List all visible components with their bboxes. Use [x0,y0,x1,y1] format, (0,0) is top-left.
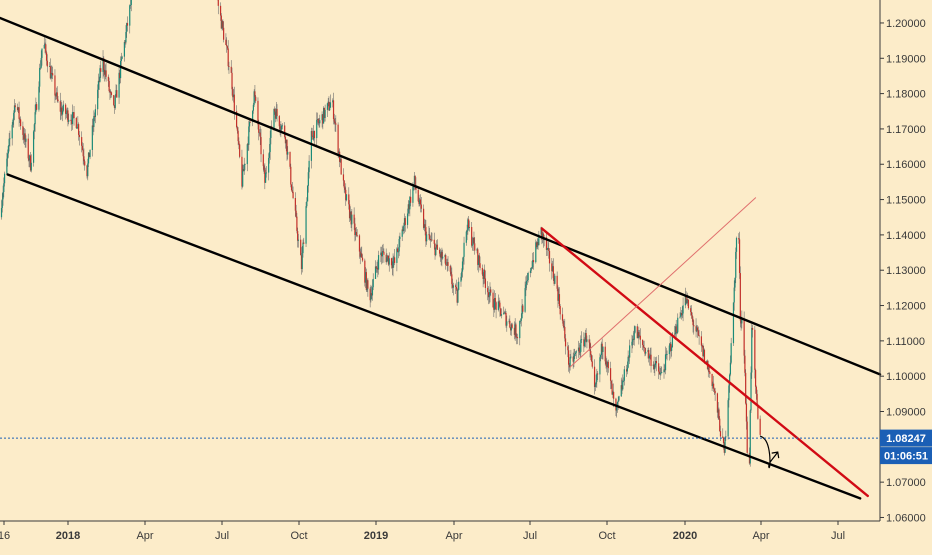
time-tick-label: 2018 [56,530,80,542]
candle [718,408,719,420]
price-tick-label: 1.10000 [886,371,926,383]
candle [305,202,306,247]
candle [724,437,725,454]
candle [239,144,240,159]
time-tick-label: Oct [598,530,615,542]
candle [307,185,308,202]
price-tick-label: 1.06000 [886,512,926,524]
candle [747,416,748,455]
candle [745,369,746,404]
price-tick-label: 1.12000 [886,301,926,313]
time-tick-label: 16 [0,530,10,542]
price-tick-label: 1.18000 [886,89,926,101]
price-tick-label: 1.13000 [886,265,926,277]
candle [113,95,114,106]
price-tick-label: 1.19000 [886,53,926,65]
candle [435,248,436,257]
time-tick-label: Jul [215,530,229,542]
time-tick-label: 2020 [673,530,697,542]
time-tick-label: Oct [290,530,307,542]
price-tick-label: 1.11000 [886,336,925,348]
candle [634,326,635,334]
price-tick-label: 1.17000 [886,124,926,136]
price-tick-label: 1.14000 [886,230,926,242]
price-tick-label: 1.07000 [886,477,926,489]
price-tick-label: 1.09000 [886,407,926,419]
time-tick-label: Apr [136,530,153,542]
time-tick-label: Apr [445,530,462,542]
candle [515,323,516,339]
candle [115,94,116,110]
candle [341,157,342,175]
candle [273,108,274,131]
candle [750,366,751,413]
price-tick-label: 1.16000 [886,159,926,171]
time-tick-label: Jul [523,530,537,542]
candle [751,324,752,379]
price-tick-label: 1.20000 [886,18,926,30]
time-tick-label: 2019 [364,530,388,542]
bar-countdown-label: 01:06:51 [884,451,928,463]
candle [733,302,734,346]
candle [591,354,592,362]
candle [33,130,34,167]
candle [728,398,729,439]
candle [290,164,291,188]
current-price-label: 1.08247 [886,433,926,445]
time-tick-label: Jul [831,530,845,542]
candle [76,117,77,129]
price-tick-label: 1.15000 [886,195,926,207]
time-tick-label: Apr [752,530,769,542]
candle [289,151,290,168]
candle [418,188,419,202]
candle [735,248,736,284]
